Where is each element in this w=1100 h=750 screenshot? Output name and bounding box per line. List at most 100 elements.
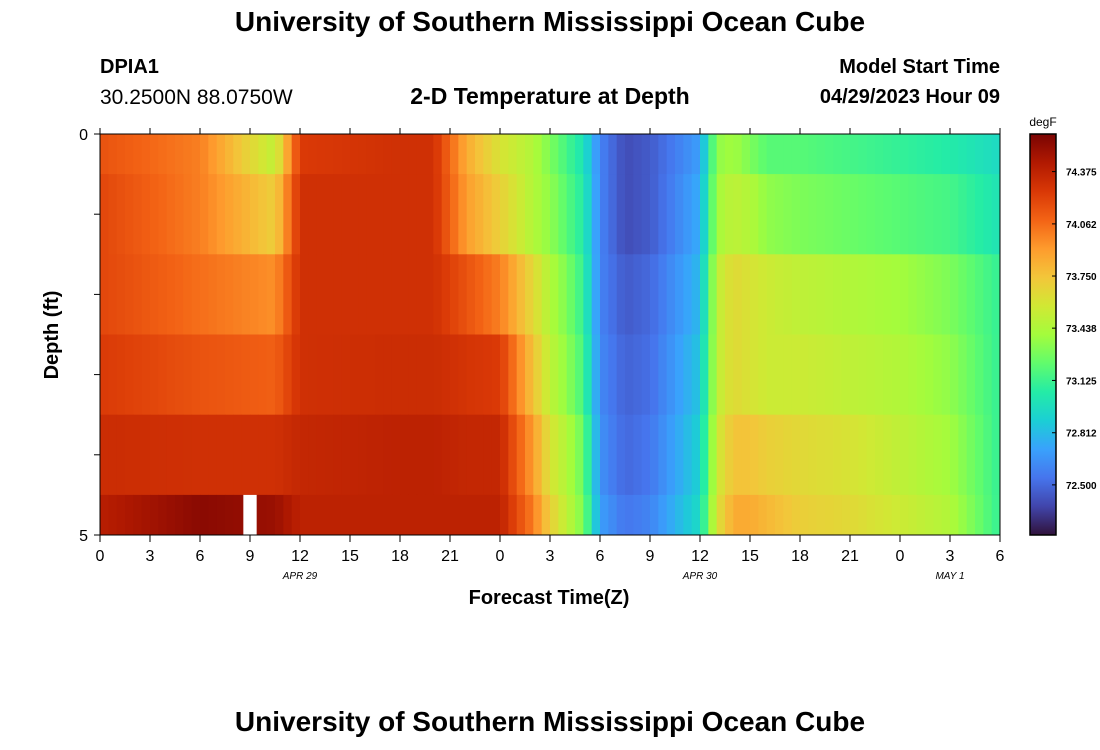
heatmap-cell	[283, 134, 293, 175]
heatmap-cell	[325, 134, 334, 175]
heatmap-cell	[625, 134, 634, 175]
heatmap-cell	[791, 494, 801, 536]
heatmap-cell	[533, 134, 543, 175]
heatmap-cell	[600, 334, 609, 416]
heatmap-cell	[575, 134, 584, 175]
heatmap-cell	[300, 174, 309, 255]
heatmap-cell	[983, 494, 993, 536]
heatmap-cell	[716, 494, 726, 536]
heatmap-cell	[533, 494, 543, 536]
heatmap-cell	[400, 414, 409, 496]
heatmap-cell	[275, 254, 284, 335]
heatmap-cell	[591, 334, 601, 416]
heatmap-cell	[225, 134, 234, 175]
x-tick-label: 9	[246, 548, 255, 565]
heatmap-cell	[758, 334, 768, 416]
heatmap-cell	[666, 494, 676, 536]
heatmap-cell	[150, 414, 159, 496]
heatmap-cell	[416, 414, 426, 496]
heatmap-cell	[516, 174, 526, 255]
heatmap-cell	[216, 494, 226, 536]
heatmap-cell	[525, 334, 534, 416]
heatmap-cell	[200, 174, 209, 255]
heatmap-cell	[191, 494, 201, 536]
heatmap-cell	[416, 174, 426, 255]
heatmap-cell	[575, 494, 584, 536]
heatmap-cell	[741, 414, 751, 496]
heatmap-cell	[333, 254, 343, 335]
heatmap-cell	[716, 174, 726, 255]
heatmap-cell	[308, 494, 318, 536]
heatmap-cell	[650, 334, 659, 416]
heatmap-cell	[800, 254, 809, 335]
heatmap-cell	[858, 174, 868, 255]
heatmap-cell	[783, 254, 793, 335]
heatmap-cell	[225, 414, 234, 496]
heatmap-cell	[258, 174, 268, 255]
heatmap-cell	[991, 334, 1001, 416]
heatmap-cell	[975, 334, 984, 416]
heatmap-cell	[975, 414, 984, 496]
heatmap-cell	[166, 334, 176, 416]
heatmap-cell	[450, 134, 459, 175]
heatmap-cell	[258, 414, 268, 496]
heatmap-cell	[908, 134, 918, 175]
heatmap-cell	[733, 494, 743, 536]
heatmap-cell	[550, 254, 559, 335]
heatmap-cell	[141, 414, 151, 496]
heatmap-cell	[608, 134, 618, 175]
heatmap-cell	[583, 174, 593, 255]
heatmap-cell	[616, 414, 626, 496]
heatmap-cell	[400, 334, 409, 416]
heatmap-cell	[166, 254, 176, 335]
heatmap-cell	[308, 414, 318, 496]
heatmap-cell	[758, 134, 768, 175]
heatmap-cell	[483, 254, 493, 335]
heatmap-cell	[216, 134, 226, 175]
heatmap-cell	[208, 414, 218, 496]
heatmap-cell	[391, 134, 401, 175]
heatmap-cell	[850, 494, 859, 536]
heatmap-cell	[800, 494, 809, 536]
heatmap-cell	[608, 334, 618, 416]
heatmap-cell	[325, 254, 334, 335]
heatmap-cell	[175, 254, 184, 335]
heatmap-cell	[608, 174, 618, 255]
heatmap-cell	[708, 134, 718, 175]
footer-title: University of Southern Mississippi Ocean…	[234, 706, 866, 737]
heatmap-cell	[633, 134, 643, 175]
heatmap-cell	[100, 414, 109, 496]
heatmap-cell	[766, 134, 776, 175]
heatmap-cell	[683, 414, 693, 496]
heatmap-cell	[458, 254, 468, 335]
heatmap-cell	[383, 414, 393, 496]
heatmap-cell	[441, 494, 451, 536]
heatmap-cell	[283, 414, 293, 496]
heatmap-cell	[266, 134, 276, 175]
heatmap-cell	[908, 414, 918, 496]
heatmap-cells	[100, 134, 1001, 536]
heatmap-cell	[166, 494, 176, 536]
heatmap-cell	[558, 414, 568, 496]
heatmap-cell	[316, 334, 326, 416]
heatmap-cell	[566, 494, 576, 536]
heatmap-cell	[141, 174, 151, 255]
heatmap-cell	[291, 134, 301, 175]
heatmap-cell	[733, 254, 743, 335]
heatmap-cell	[975, 174, 984, 255]
heatmap-cell	[358, 174, 368, 255]
heatmap-cell	[616, 254, 626, 335]
heatmap-cell	[250, 174, 259, 255]
heatmap-cell	[283, 334, 293, 416]
heatmap-cell	[375, 134, 384, 175]
heatmap-cell	[233, 494, 243, 536]
heatmap-cell	[816, 334, 826, 416]
heatmap-cell	[725, 254, 734, 335]
colorbar-tick-label: 74.062	[1066, 220, 1097, 231]
heatmap-cell	[208, 334, 218, 416]
heatmap-cell	[283, 494, 293, 536]
heatmap-cell	[175, 134, 184, 175]
heatmap-cell	[933, 494, 943, 536]
heatmap-cell	[983, 134, 993, 175]
heatmap-cell	[125, 414, 134, 496]
